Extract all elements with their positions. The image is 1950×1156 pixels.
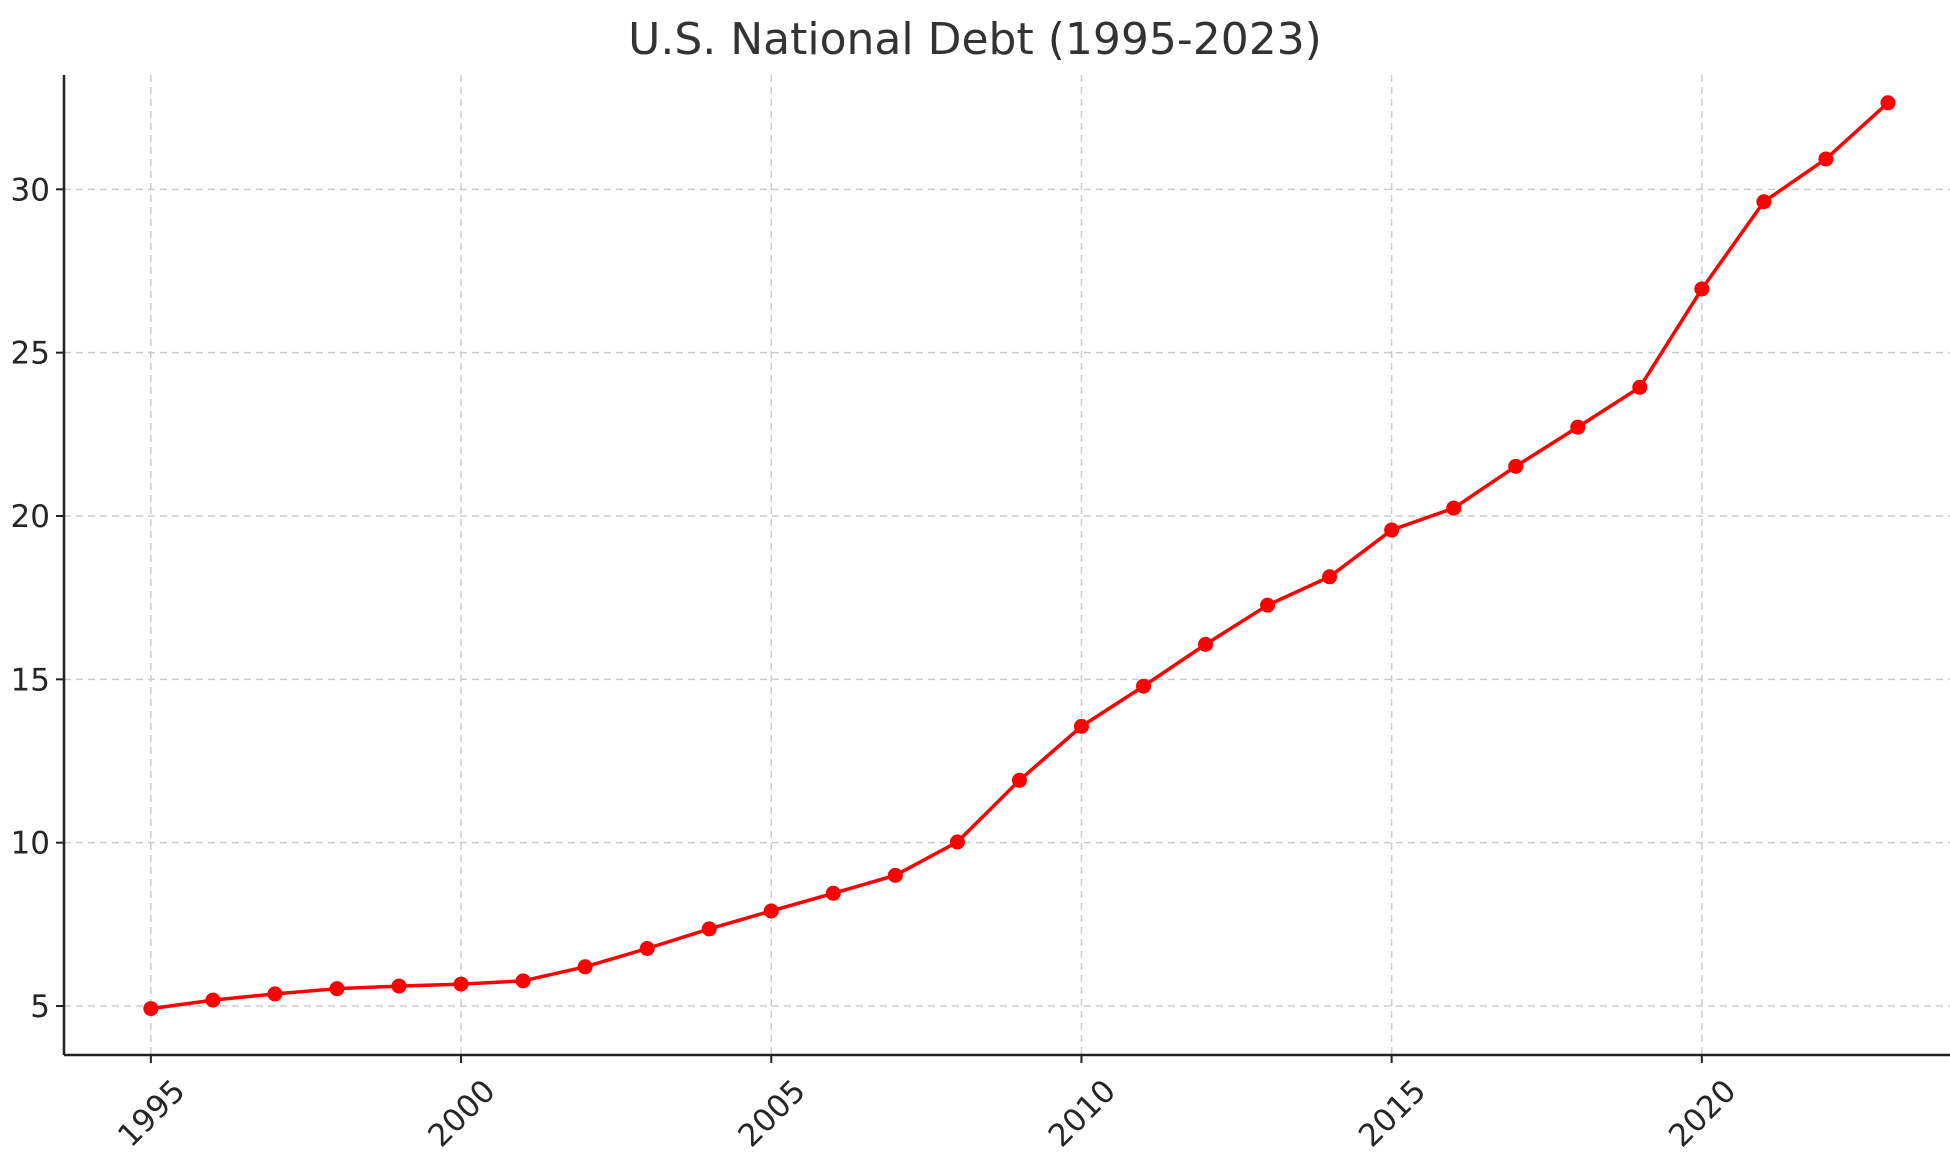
data-point [1880, 95, 1896, 111]
data-point [1756, 194, 1772, 210]
x-tick-label: 2015 [1352, 1073, 1433, 1154]
data-point [1446, 500, 1462, 516]
data-point [887, 867, 903, 883]
data-point [1384, 522, 1400, 538]
data-point [1135, 678, 1151, 694]
tick-labels: 1995 2000 2005 2010 2015 2020 5 10 15 20 25 30 [11, 172, 1744, 1154]
data-point [1011, 772, 1027, 788]
data-point [1818, 151, 1834, 167]
data-point [205, 992, 221, 1008]
data-point [1073, 718, 1089, 734]
data-point [639, 941, 655, 957]
data-point [701, 921, 717, 937]
data-point [1508, 458, 1524, 474]
x-tick-label: 1995 [111, 1073, 192, 1154]
data-point [267, 986, 283, 1002]
grid-lines [64, 75, 1950, 1055]
axes [56, 75, 1950, 1063]
data-point [949, 834, 965, 850]
data-point [577, 959, 593, 975]
data-point [825, 885, 841, 901]
data-point [1632, 379, 1648, 395]
data-point [391, 978, 407, 994]
y-tick-label: 20 [11, 499, 50, 535]
data-point [1198, 636, 1214, 652]
data-point [763, 903, 779, 919]
series-layer [143, 95, 1896, 1017]
data-point [1570, 419, 1586, 435]
data-point [329, 981, 345, 997]
x-tick-label: 2000 [421, 1073, 502, 1154]
x-tick-label: 2005 [731, 1073, 812, 1154]
x-tick-label: 2020 [1662, 1073, 1743, 1154]
y-tick-label: 5 [30, 989, 50, 1025]
data-point [143, 1001, 159, 1017]
x-tick-label: 2010 [1042, 1073, 1123, 1154]
series-line [149, 101, 1890, 1011]
data-point [1694, 281, 1710, 297]
y-tick-label: 25 [11, 336, 50, 372]
y-tick-label: 10 [11, 826, 50, 862]
chart-title: U.S. National Debt (1995-2023) [628, 14, 1322, 65]
data-point [1322, 569, 1338, 585]
data-point [1260, 597, 1276, 613]
y-tick-label: 30 [11, 172, 50, 208]
data-point [515, 973, 531, 989]
data-point [453, 976, 469, 992]
y-tick-label: 15 [11, 662, 50, 698]
